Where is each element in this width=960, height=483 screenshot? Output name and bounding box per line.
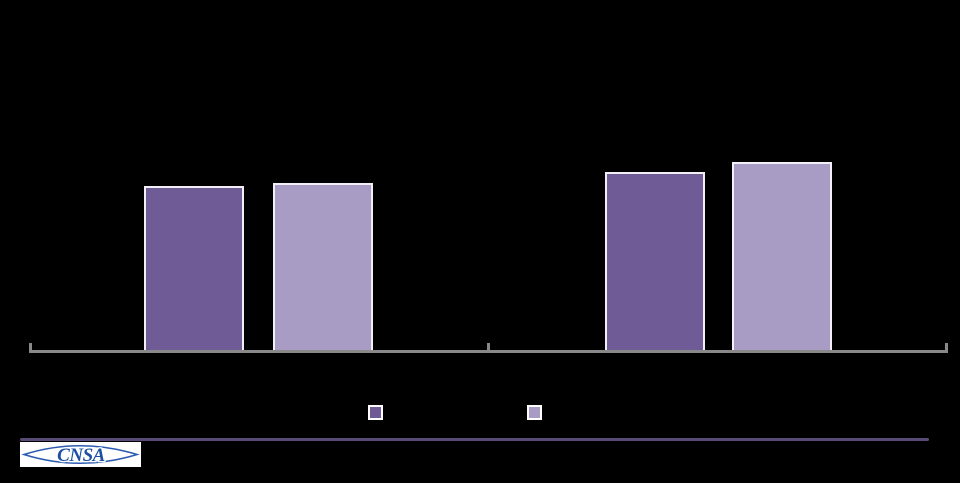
x-axis-tick-right (945, 343, 948, 351)
x-axis-tick-left (29, 343, 32, 351)
bar-group2-series1 (605, 172, 705, 352)
footer-divider-line (20, 438, 929, 441)
x-axis-baseline (29, 350, 948, 353)
bar-group1-series1 (144, 186, 244, 352)
bar-group1-series2 (273, 183, 373, 352)
cnsa-logo-graphic: CNSA (21, 444, 140, 467)
legend-swatch-dark-purple (368, 405, 383, 420)
bar-group2-series2 (732, 162, 832, 352)
legend-swatch-light-purple (527, 405, 542, 420)
logo-lens-outline (21, 445, 140, 464)
x-axis-tick-middle (487, 343, 490, 351)
cnsa-logo: CNSA (20, 442, 141, 467)
logo-text: CNSA (57, 445, 105, 466)
